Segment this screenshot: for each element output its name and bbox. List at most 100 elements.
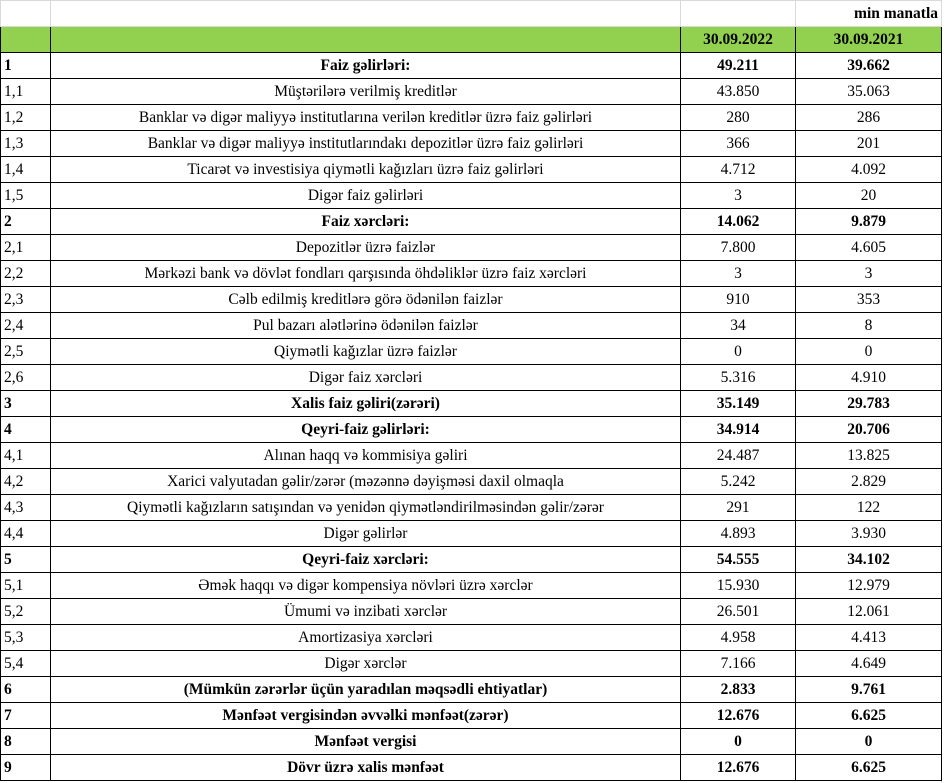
row-value-2022[interactable]: 910 <box>680 286 796 313</box>
row-value-2022[interactable]: 12.676 <box>680 702 796 729</box>
row-value-2022[interactable]: 0 <box>680 338 796 365</box>
header-label[interactable] <box>50 26 681 53</box>
row-value-2022[interactable]: 15.930 <box>680 572 796 599</box>
row-code[interactable]: 4 <box>0 416 51 443</box>
row-value-2021[interactable]: 4.910 <box>795 364 942 391</box>
row-value-2021[interactable]: 8 <box>795 312 942 339</box>
row-value-2022[interactable]: 14.062 <box>680 208 796 235</box>
header-col1[interactable]: 30.09.2022 <box>680 26 796 53</box>
row-value-2022[interactable]: 3 <box>680 260 796 287</box>
row-value-2021[interactable]: 39.662 <box>795 52 942 79</box>
header-col2[interactable]: 30.09.2021 <box>795 26 942 53</box>
row-code[interactable]: 4,2 <box>0 468 51 495</box>
row-label[interactable]: Digər faiz xərcləri <box>50 364 681 391</box>
row-code[interactable]: 6 <box>0 676 51 703</box>
row-code[interactable]: 7 <box>0 702 51 729</box>
row-code[interactable]: 2,4 <box>0 312 51 339</box>
row-value-2022[interactable]: 26.501 <box>680 598 796 625</box>
row-code[interactable]: 1,1 <box>0 78 51 105</box>
row-label[interactable]: Ümumi və inzibati xərclər <box>50 598 681 625</box>
row-value-2022[interactable]: 7.800 <box>680 234 796 261</box>
row-value-2022[interactable]: 34.914 <box>680 416 796 443</box>
row-value-2021[interactable]: 353 <box>795 286 942 313</box>
row-value-2022[interactable]: 366 <box>680 130 796 157</box>
row-value-2021[interactable]: 20 <box>795 182 942 209</box>
row-label[interactable]: Dövr üzrə xalis mənfəət <box>50 754 681 781</box>
row-code[interactable]: 2,2 <box>0 260 51 287</box>
row-value-2021[interactable]: 4.413 <box>795 624 942 651</box>
row-code[interactable]: 1,4 <box>0 156 51 183</box>
row-value-2022[interactable]: 5.316 <box>680 364 796 391</box>
row-value-2022[interactable]: 49.211 <box>680 52 796 79</box>
row-value-2021[interactable]: 29.783 <box>795 390 942 417</box>
row-label[interactable]: Faiz xərcləri: <box>50 208 681 235</box>
row-value-2022[interactable]: 5.242 <box>680 468 796 495</box>
row-value-2021[interactable]: 0 <box>795 338 942 365</box>
row-value-2021[interactable]: 12.979 <box>795 572 942 599</box>
row-code[interactable]: 2,5 <box>0 338 51 365</box>
row-value-2021[interactable]: 6.625 <box>795 702 942 729</box>
row-value-2021[interactable]: 6.625 <box>795 754 942 781</box>
row-label[interactable]: Faiz gəlirləri: <box>50 52 681 79</box>
row-label[interactable]: Alınan haqq və kommisiya gəliri <box>50 442 681 469</box>
row-value-2022[interactable]: 35.149 <box>680 390 796 417</box>
row-label[interactable]: (Mümkün zərərlər üçün yaradılan məqsədli… <box>50 676 681 703</box>
row-value-2021[interactable]: 13.825 <box>795 442 942 469</box>
row-value-2022[interactable]: 34 <box>680 312 796 339</box>
row-value-2022[interactable]: 4.893 <box>680 520 796 547</box>
row-label[interactable]: Xalis faiz gəliri(zərəri) <box>50 390 681 417</box>
row-value-2021[interactable]: 3 <box>795 260 942 287</box>
row-label[interactable]: Qeyri-faiz gəlirləri: <box>50 416 681 443</box>
row-value-2021[interactable]: 9.761 <box>795 676 942 703</box>
row-code[interactable]: 2,6 <box>0 364 51 391</box>
row-label[interactable]: Amortizasiya xərcləri <box>50 624 681 651</box>
row-code[interactable]: 3 <box>0 390 51 417</box>
row-value-2021[interactable]: 4.092 <box>795 156 942 183</box>
row-code[interactable]: 1,3 <box>0 130 51 157</box>
row-label[interactable]: Cəlb edilmiş kreditlərə görə ödənilən fa… <box>50 286 681 313</box>
row-code[interactable]: 4,4 <box>0 520 51 547</box>
row-value-2022[interactable]: 4.712 <box>680 156 796 183</box>
row-value-2021[interactable]: 0 <box>795 728 942 755</box>
row-code[interactable]: 8 <box>0 728 51 755</box>
row-label[interactable]: Qiymətli kağızlar üzrə faizlər <box>50 338 681 365</box>
row-label[interactable]: Ticarət və investisiya qiymətli kağızlar… <box>50 156 681 183</box>
row-label[interactable]: Banklar və digər maliyyə institutlarında… <box>50 130 681 157</box>
row-code[interactable]: 5,4 <box>0 650 51 677</box>
row-value-2022[interactable]: 43.850 <box>680 78 796 105</box>
row-label[interactable]: Banklar və digər maliyyə institutlarına … <box>50 104 681 131</box>
row-label[interactable]: Digər xərclər <box>50 650 681 677</box>
unit-label[interactable]: min manatla <box>795 0 942 27</box>
row-code[interactable]: 1,5 <box>0 182 51 209</box>
row-value-2021[interactable]: 4.649 <box>795 650 942 677</box>
row-value-2021[interactable]: 3.930 <box>795 520 942 547</box>
cell[interactable] <box>0 0 51 27</box>
row-code[interactable]: 4,3 <box>0 494 51 521</box>
row-value-2022[interactable]: 54.555 <box>680 546 796 573</box>
row-label[interactable]: Mənfəət vergisi <box>50 728 681 755</box>
cell[interactable] <box>680 0 796 27</box>
row-code[interactable]: 2 <box>0 208 51 235</box>
row-value-2022[interactable]: 7.166 <box>680 650 796 677</box>
row-value-2022[interactable]: 280 <box>680 104 796 131</box>
row-code[interactable]: 5,2 <box>0 598 51 625</box>
row-label[interactable]: Digər faiz gəlirləri <box>50 182 681 209</box>
row-label[interactable]: Qeyri-faiz xərcləri: <box>50 546 681 573</box>
row-value-2022[interactable]: 291 <box>680 494 796 521</box>
cell[interactable] <box>50 0 681 27</box>
row-value-2021[interactable]: 12.061 <box>795 598 942 625</box>
row-code[interactable]: 5,3 <box>0 624 51 651</box>
row-value-2021[interactable]: 4.605 <box>795 234 942 261</box>
row-code[interactable]: 1 <box>0 52 51 79</box>
row-value-2022[interactable]: 2.833 <box>680 676 796 703</box>
row-value-2021[interactable]: 35.063 <box>795 78 942 105</box>
row-label[interactable]: Qiymətli kağızların satışından və yenidə… <box>50 494 681 521</box>
row-value-2021[interactable]: 2.829 <box>795 468 942 495</box>
row-label[interactable]: Pul bazarı alətlərinə ödənilən faizlər <box>50 312 681 339</box>
row-value-2021[interactable]: 201 <box>795 130 942 157</box>
row-value-2022[interactable]: 3 <box>680 182 796 209</box>
row-value-2021[interactable]: 286 <box>795 104 942 131</box>
row-value-2022[interactable]: 0 <box>680 728 796 755</box>
row-label[interactable]: Xarici valyutadan gəlir/zərər (məzənnə d… <box>50 468 681 495</box>
row-code[interactable]: 5,1 <box>0 572 51 599</box>
